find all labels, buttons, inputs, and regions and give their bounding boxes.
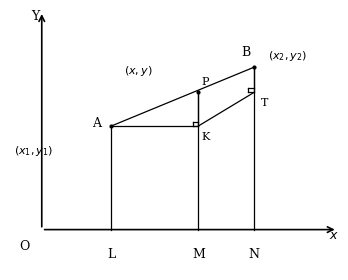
Text: T: T xyxy=(261,98,268,108)
Text: M: M xyxy=(192,248,205,261)
Text: B: B xyxy=(241,46,251,59)
Text: N: N xyxy=(248,248,260,261)
Text: P: P xyxy=(202,77,209,87)
Text: L: L xyxy=(107,248,116,261)
Text: $x$: $x$ xyxy=(329,229,339,242)
Text: O: O xyxy=(19,240,30,253)
Text: A: A xyxy=(92,117,101,130)
Text: Y: Y xyxy=(31,10,39,23)
Text: $(x_2, y_2)$: $(x_2, y_2)$ xyxy=(268,49,307,63)
Text: K: K xyxy=(202,132,210,142)
Text: $(x_1, y_1)$: $(x_1, y_1)$ xyxy=(14,144,53,158)
Text: $(x, y)$: $(x, y)$ xyxy=(125,64,153,78)
